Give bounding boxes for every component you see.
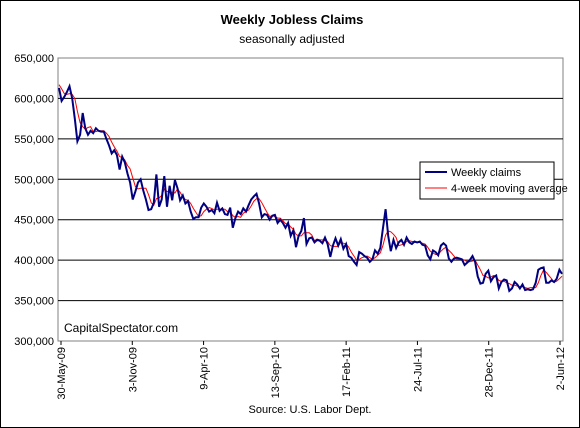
legend-label-weekly-claims: Weekly claims	[451, 167, 522, 179]
y-tick-label: 650,000	[14, 53, 54, 65]
x-axis: 30-May-09 3-Nov-09 9-Apr-10 13-Sep-10 17-Feb…	[56, 341, 567, 400]
x-tick-label: 9-Apr-10	[199, 347, 211, 390]
legend: Weekly claims 4-week moving average	[419, 161, 568, 200]
x-tick-label: 3-Nov-09	[127, 347, 139, 392]
chart-title: Weekly Jobless Claims	[221, 12, 364, 27]
y-axis: 300,000 350,000 400,000 450,000 500,000 550,0…	[14, 53, 54, 348]
watermark: CapitalSpectator.com	[64, 321, 178, 335]
y-tick-label: 400,000	[14, 255, 54, 267]
legend-box	[419, 161, 555, 200]
x-tick-label: 30-May-09	[56, 347, 68, 400]
y-tick-label: 300,000	[14, 336, 54, 348]
x-tick-label: 2-Jun-12	[555, 347, 567, 390]
x-tick-label: 13-Sep-10	[270, 347, 282, 398]
y-tick-label: 450,000	[14, 215, 54, 227]
chart-subtitle: seasonally adjusted	[239, 32, 344, 46]
legend-label-moving-average: 4-week moving average	[451, 183, 568, 195]
x-tick-label: 24-Jul-11	[412, 347, 424, 392]
y-tick-label: 350,000	[14, 296, 54, 308]
y-tick-label: 500,000	[14, 174, 54, 186]
series-line-weekly-claims	[58, 83, 563, 293]
y-tick-label: 550,000	[14, 134, 54, 146]
x-tick-label: 17-Feb-11	[341, 347, 353, 397]
source-note: Source: U.S. Labor Dept.	[249, 404, 372, 416]
y-tick-label: 600,000	[14, 93, 54, 105]
x-tick-label: 28-Dec-11	[484, 347, 496, 398]
